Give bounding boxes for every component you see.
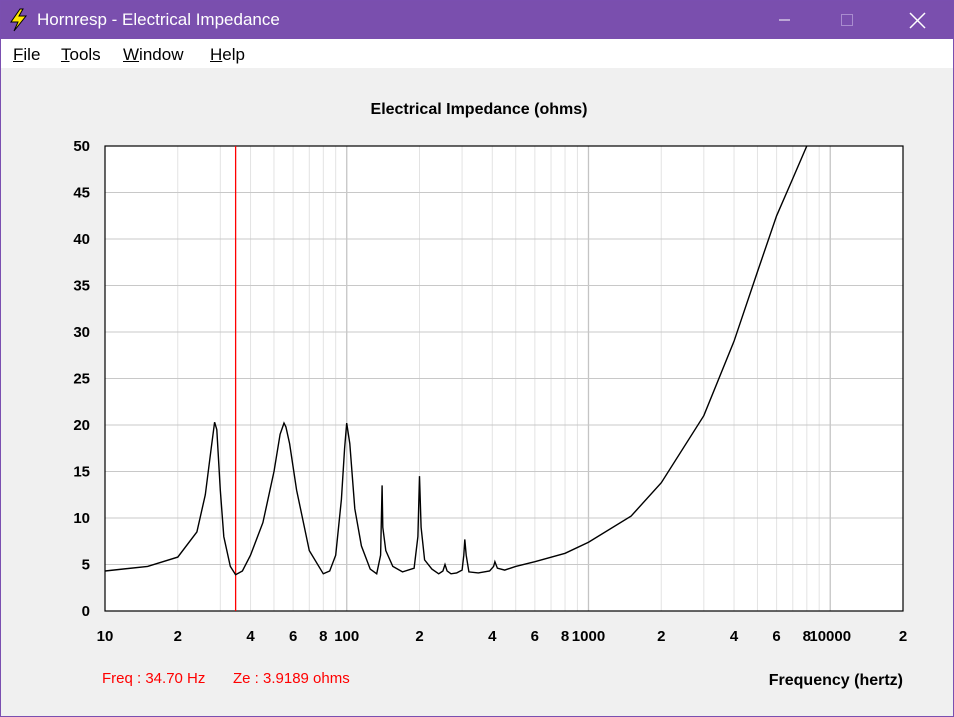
close-button[interactable] <box>893 1 939 39</box>
x-tick-label: 8 <box>319 628 327 645</box>
x-tick-label: 2 <box>899 628 907 645</box>
y-tick-label: 35 <box>73 278 90 295</box>
x-tick-label: 10000 <box>809 628 851 645</box>
y-tick-label: 45 <box>73 185 90 202</box>
x-tick-label: 2 <box>174 628 182 645</box>
y-tick-label: 40 <box>73 231 90 248</box>
maximize-icon <box>841 14 853 26</box>
close-icon <box>909 12 926 29</box>
y-tick-label: 15 <box>73 464 90 481</box>
x-tick-label: 8 <box>803 628 811 645</box>
maximize-button[interactable] <box>823 1 869 39</box>
menu-tools[interactable]: Tools <box>61 45 101 64</box>
x-tick-label: 1000 <box>572 628 605 645</box>
y-tick-label: 20 <box>73 417 90 434</box>
x-tick-label: 100 <box>334 628 359 645</box>
x-axis-label: Frequency (hertz) <box>769 672 903 689</box>
x-tick-label: 6 <box>772 628 780 645</box>
plot-frame <box>104 145 904 612</box>
y-tick-label: 50 <box>73 138 90 155</box>
x-tick-label: 10 <box>97 628 114 645</box>
x-tick-label: 4 <box>488 628 497 645</box>
menu-file[interactable]: File <box>13 45 41 64</box>
x-tick-label: 6 <box>531 628 539 645</box>
window-title: Hornresp - Electrical Impedance <box>37 10 280 29</box>
freq-readout: Freq : 34.70 Hz <box>102 670 206 687</box>
x-tick-label: 4 <box>246 628 255 645</box>
y-tick-label: 0 <box>82 603 90 620</box>
x-tick-label: 4 <box>730 628 739 645</box>
x-tick-label: 2 <box>657 628 665 645</box>
lightning-bolt-icon <box>10 8 28 32</box>
chart-title: Electrical Impedance (ohms) <box>371 101 588 118</box>
y-tick-label: 30 <box>73 324 90 341</box>
menu-help[interactable]: Help <box>210 45 245 64</box>
impedance-curve <box>105 146 808 576</box>
minimize-button[interactable] <box>761 1 807 39</box>
menu-window[interactable]: Window <box>123 45 184 64</box>
x-tick-label: 2 <box>415 628 423 645</box>
y-tick-label: 5 <box>82 557 90 574</box>
minimize-icon <box>779 19 790 21</box>
x-tick-label: 8 <box>561 628 569 645</box>
title-bar[interactable]: Hornresp - Electrical Impedance <box>1 1 953 39</box>
ze-readout: Ze : 3.9189 ohms <box>233 670 350 687</box>
menu-bar: File Tools Window Help <box>1 39 953 68</box>
y-tick-label: 10 <box>73 510 90 527</box>
chart-area: 0 5 10 15 20 25 30 35 40 45 50 10 2 4 6 8 100 2 4 6 8 1000 2 4 6… <box>1 68 953 716</box>
x-tick-label: 6 <box>289 628 297 645</box>
y-tick-label: 25 <box>73 371 90 388</box>
